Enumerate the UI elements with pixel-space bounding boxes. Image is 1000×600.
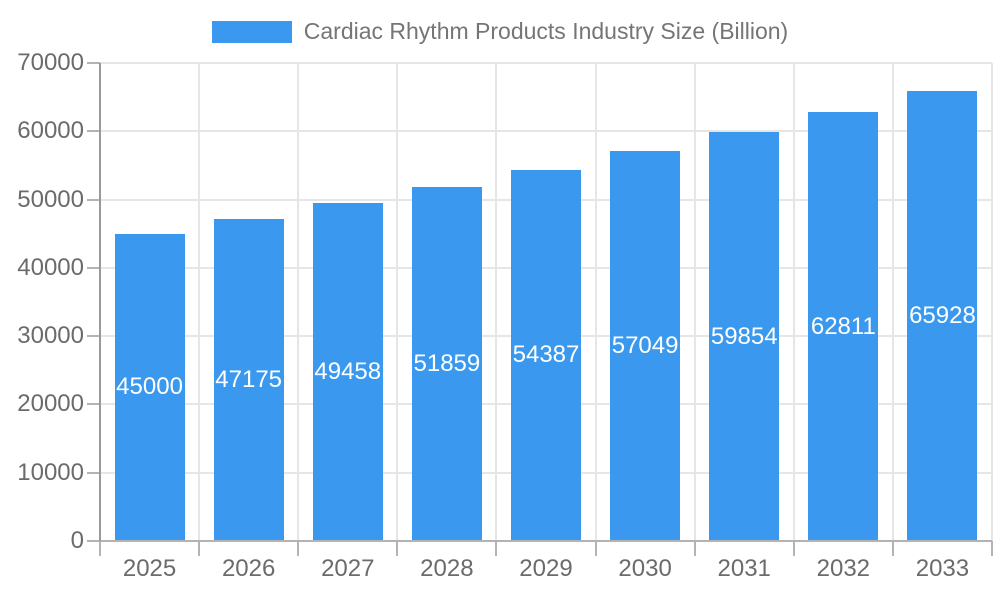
- x-axis-tick: [198, 541, 201, 556]
- x-axis-tick: [297, 541, 300, 556]
- y-axis-label: 60000: [17, 117, 84, 145]
- gridline-horizontal: [100, 62, 992, 64]
- y-axis-tick: [87, 335, 100, 338]
- bar-2026[interactable]: 47175: [213, 218, 284, 541]
- bar-value-label: 45000: [116, 373, 183, 401]
- gridline-vertical: [693, 63, 696, 541]
- gridline-vertical: [594, 63, 597, 541]
- x-axis-tick: [693, 541, 696, 556]
- x-axis-label: 2033: [915, 555, 970, 582]
- bar-value-label: 65928: [909, 301, 976, 329]
- y-axis-label: 50000: [17, 185, 84, 213]
- y-axis-label: 30000: [17, 322, 84, 350]
- x-axis-line: [87, 540, 992, 542]
- x-axis-tick: [991, 541, 993, 556]
- bar-2032[interactable]: 62811: [808, 112, 879, 541]
- bar-2025[interactable]: 45000: [114, 233, 185, 541]
- plot-area: 45000 47175 49458 51859 54387 57049 59854 62811…: [100, 62, 993, 541]
- bar-value-label: 59854: [710, 322, 778, 350]
- y-axis-label: 0: [70, 527, 84, 554]
- bar-2029[interactable]: 54387: [511, 169, 581, 541]
- bar-2027[interactable]: 49458: [312, 203, 383, 541]
- bar-value-label: 49458: [314, 358, 382, 386]
- bar-2028[interactable]: 51859: [411, 186, 482, 541]
- bar-value-label: 54387: [512, 341, 580, 369]
- gridline-vertical: [891, 63, 894, 541]
- bar-value-label: 62811: [810, 312, 876, 340]
- x-axis-label: 2026: [221, 555, 276, 582]
- x-axis-tick: [891, 541, 894, 556]
- gridline-vertical: [792, 63, 795, 541]
- x-axis-label: 2025: [122, 555, 177, 582]
- y-axis-tick: [87, 62, 100, 64]
- x-axis-tick: [792, 541, 795, 556]
- legend: Cardiac Rhythm Products Industry Size (B…: [0, 18, 1000, 45]
- x-axis-label: 2029: [519, 555, 573, 582]
- gridline-vertical: [396, 63, 399, 541]
- bar-2031[interactable]: 59854: [709, 132, 780, 541]
- gridline-horizontal: [100, 130, 992, 133]
- bar-value-label: 51859: [413, 349, 481, 377]
- bar-2033[interactable]: 65928: [907, 90, 978, 541]
- legend-label: Cardiac Rhythm Products Industry Size (B…: [303, 18, 789, 44]
- y-axis-label: 20000: [17, 390, 84, 418]
- x-axis-label: 2027: [321, 555, 375, 582]
- x-axis-label: 2032: [816, 555, 871, 582]
- bar-value-label: 47175: [215, 365, 283, 393]
- x-axis-tick: [594, 541, 597, 556]
- y-axis-label: 70000: [17, 49, 84, 76]
- x-axis-label: 2030: [618, 555, 672, 582]
- gridline-vertical: [991, 63, 993, 541]
- gridline-vertical: [198, 63, 201, 541]
- x-axis-label: 2031: [717, 555, 771, 582]
- x-axis-tick: [99, 541, 101, 556]
- y-axis-label: 10000: [17, 458, 84, 486]
- y-axis-tick: [87, 266, 100, 269]
- y-axis-tick: [87, 471, 100, 474]
- gridline-vertical: [297, 63, 300, 541]
- y-axis-tick: [87, 198, 100, 201]
- y-axis-tick: [87, 403, 100, 406]
- y-axis-tick: [87, 130, 100, 133]
- bar-2030[interactable]: 57049: [610, 151, 681, 541]
- gridline-vertical: [495, 63, 498, 541]
- x-axis-label: 2028: [420, 555, 474, 582]
- legend-swatch: [211, 20, 292, 43]
- y-axis-line: [99, 63, 101, 541]
- y-axis-label: 40000: [17, 253, 84, 281]
- x-axis-tick: [396, 541, 399, 556]
- bar-value-label: 57049: [611, 332, 679, 360]
- x-axis-tick: [495, 541, 498, 556]
